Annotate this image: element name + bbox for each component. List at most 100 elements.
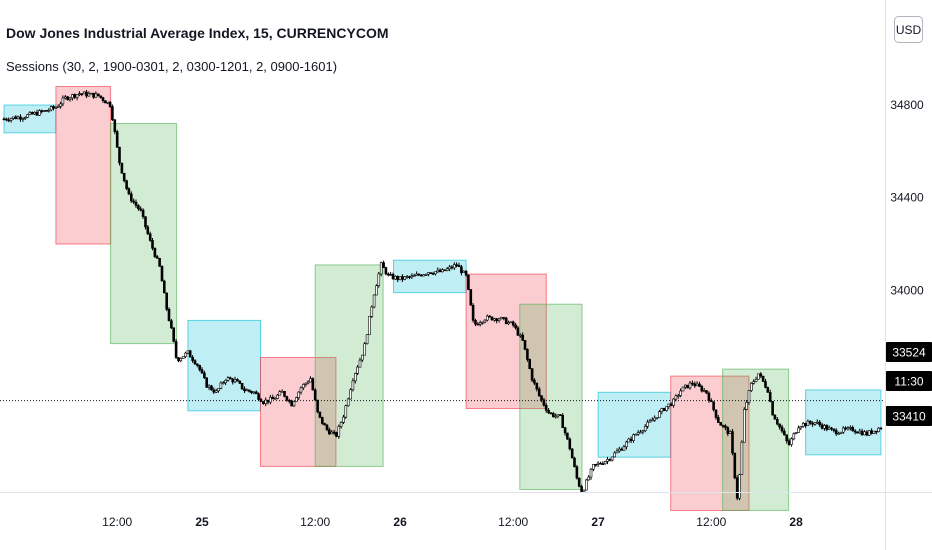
candle-body: [714, 409, 718, 418]
candle-body: [879, 427, 883, 430]
candle-body: [419, 274, 423, 277]
candle-body: [64, 96, 67, 99]
candle-body: [851, 427, 855, 432]
candle-body: [549, 412, 553, 415]
candle-body: [339, 422, 343, 427]
candle-body: [676, 395, 680, 397]
candle-body: [92, 92, 95, 98]
candle-body: [712, 401, 715, 411]
candle-body: [198, 364, 201, 371]
candle-body: [709, 400, 713, 403]
candle-body: [844, 427, 847, 430]
candle-body: [495, 318, 499, 322]
candle-body: [278, 391, 282, 396]
candle-body: [207, 385, 211, 388]
candle-body: [427, 272, 430, 275]
candle-body: [580, 485, 583, 493]
candle-body: [584, 479, 588, 491]
currency-button[interactable]: USD: [894, 16, 923, 43]
candle-body: [217, 388, 220, 392]
indicator-legend[interactable]: Sessions (30, 2, 1900-0301, 2, 0300-1201…: [6, 59, 337, 74]
candle-body: [222, 382, 225, 385]
candle-body: [9, 118, 13, 121]
price-label-box: [886, 406, 932, 426]
bar-countdown-label: 11:30: [894, 375, 923, 389]
candle-body: [372, 294, 376, 308]
candle-body: [799, 426, 803, 429]
price-tick-label: 34800: [890, 98, 924, 112]
candle-body: [860, 430, 864, 436]
candle-body: [219, 382, 223, 389]
candle-body: [210, 385, 213, 391]
candle-body: [589, 468, 593, 478]
candle-body: [441, 269, 444, 273]
candle-body: [375, 285, 378, 296]
candle-body: [5, 118, 8, 121]
candle-body: [148, 233, 152, 241]
candle-body: [132, 200, 135, 203]
session-box-asia: [597, 391, 672, 458]
candle-body: [620, 448, 624, 451]
candle-body: [490, 316, 494, 321]
candle-body: [488, 315, 492, 318]
candle-body: [801, 422, 805, 427]
candle-body: [556, 414, 560, 417]
candle-body: [483, 319, 487, 323]
candle-body: [224, 379, 227, 383]
candle-body: [377, 273, 381, 286]
candle-body: [837, 433, 840, 435]
candle-body: [547, 409, 550, 414]
candle-body: [245, 389, 249, 392]
candle-body: [191, 356, 194, 361]
candle-body: [632, 434, 635, 441]
candle-body: [594, 463, 598, 466]
candle-body: [872, 430, 876, 434]
candle-body: [726, 427, 730, 434]
candle-body: [412, 275, 416, 277]
candle-body: [391, 274, 395, 280]
candle-body: [474, 319, 477, 325]
candle-body: [568, 438, 572, 450]
candle-body: [290, 400, 293, 407]
candle-body: [75, 94, 79, 98]
candle-body: [544, 404, 548, 411]
candle-body: [200, 369, 204, 374]
candle-body: [749, 382, 753, 391]
price-label-box: [886, 342, 932, 362]
candle-body: [271, 396, 275, 400]
candle-body: [460, 266, 463, 274]
candle-body: [205, 377, 208, 388]
candle-body: [698, 383, 701, 387]
candle-body: [141, 209, 145, 217]
time-axis[interactable]: 12:00 25 12:00 26 12:00 27 12:00 28: [102, 515, 803, 529]
candle-body: [401, 276, 404, 280]
candle-body: [830, 427, 833, 430]
candle-body: [238, 380, 242, 384]
candle-body: [122, 172, 126, 182]
candle-body: [153, 248, 157, 258]
candle-body: [40, 110, 44, 112]
candle-body: [733, 452, 737, 479]
candle-body: [16, 116, 20, 120]
candle-body: [174, 341, 178, 358]
candle-body: [49, 106, 53, 111]
candle-body: [747, 390, 751, 403]
candle-body: [87, 93, 91, 97]
candle-body: [269, 396, 272, 403]
chart-title[interactable]: Dow Jones Industrial Average Index, 15, …: [6, 25, 389, 41]
session-box-ny: [314, 264, 384, 467]
candle-body: [648, 420, 652, 423]
candle-body: [617, 448, 621, 452]
candle-body: [280, 390, 284, 393]
candle-body: [785, 434, 789, 442]
candle-body: [526, 348, 529, 360]
candle-body: [540, 395, 543, 401]
candle-body: [877, 427, 880, 433]
candle-body: [368, 316, 371, 335]
candle-body: [761, 375, 765, 382]
candle-body: [68, 97, 72, 101]
candle-body: [146, 226, 150, 235]
candle-body: [283, 390, 286, 397]
candle-body: [787, 440, 791, 445]
candle-body: [179, 358, 183, 362]
